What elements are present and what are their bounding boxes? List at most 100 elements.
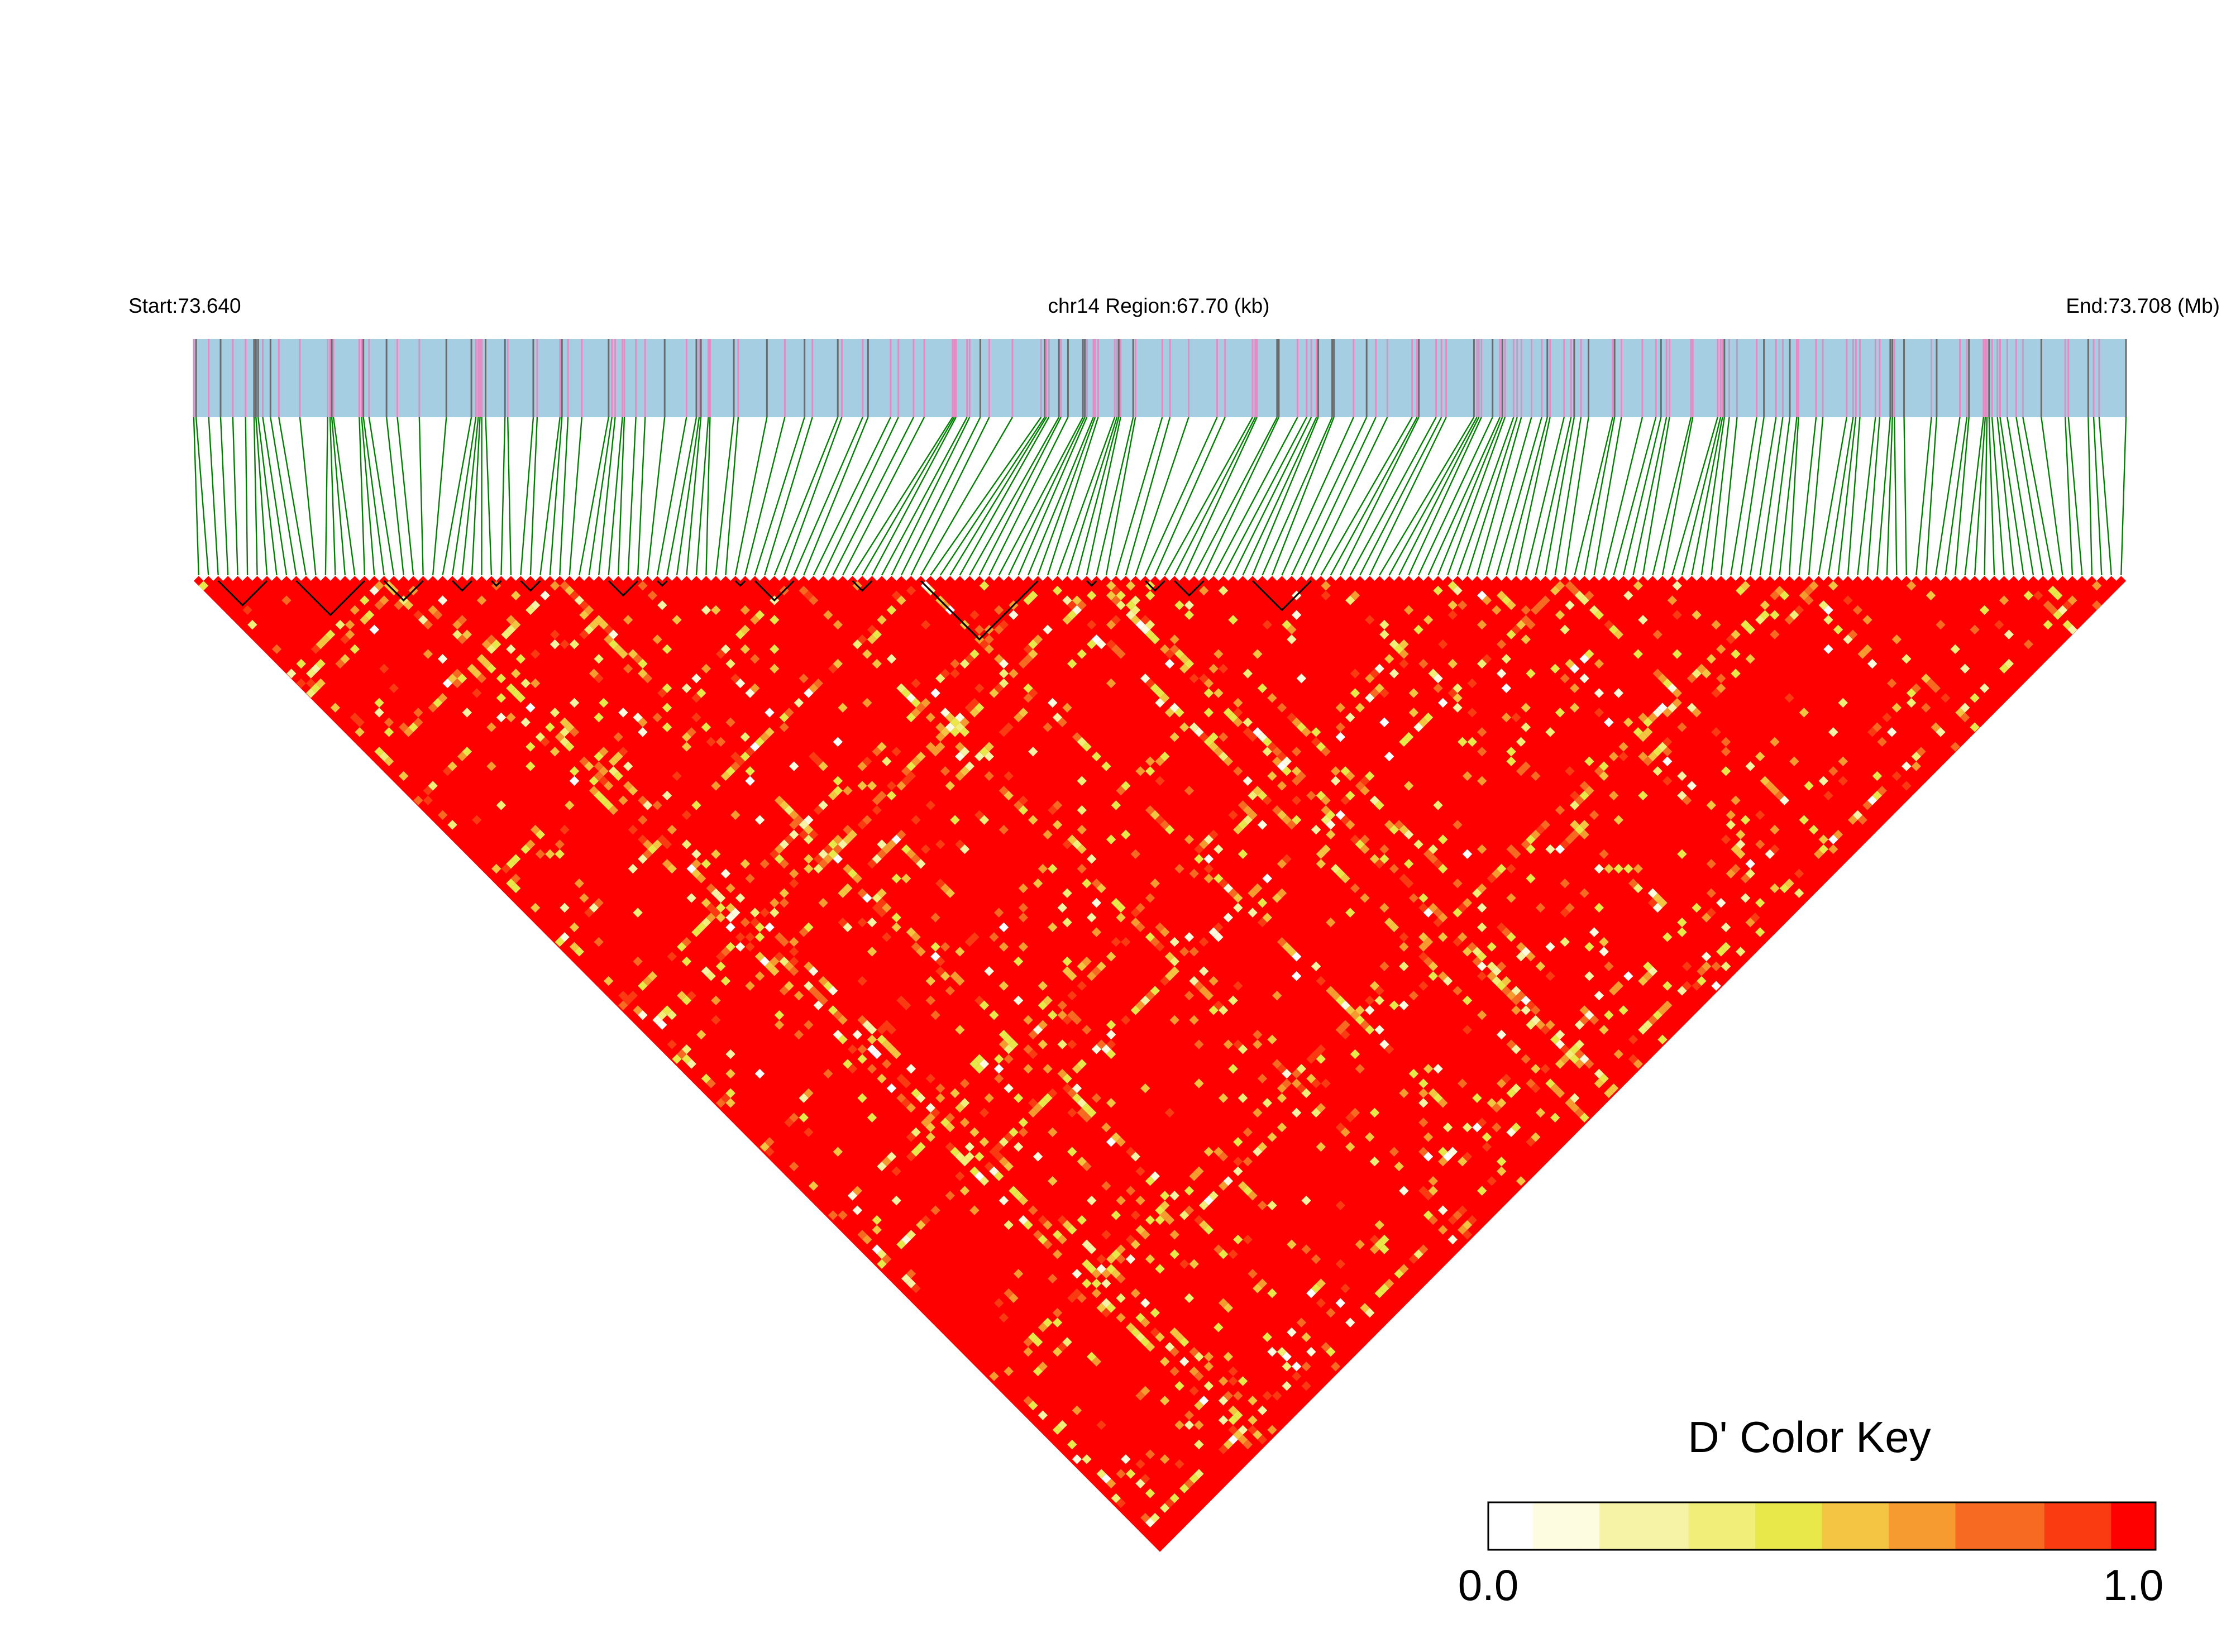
snp-connector-line <box>1702 417 1724 575</box>
snp-connector-line <box>246 417 247 575</box>
color-key-swatch <box>1889 1502 1912 1550</box>
snp-connector-line <box>233 417 238 575</box>
legend-title: D' Color Key <box>1688 1412 1931 1462</box>
color-key-swatch <box>2133 1502 2156 1550</box>
color-key-swatch <box>2067 1502 2090 1550</box>
snp-connector-line <box>843 417 924 575</box>
color-key-swatch <box>1733 1502 1756 1550</box>
snp-connector-line <box>1165 417 1253 575</box>
snp-connector-line <box>1311 417 1387 575</box>
snp-connector-line <box>1799 417 1816 575</box>
snp-connector-line <box>716 417 734 575</box>
snp-connector-line <box>1497 417 1542 575</box>
snp-connector-line <box>1282 417 1353 575</box>
snp-position-track <box>194 339 2126 417</box>
snp-connector-line <box>589 417 612 575</box>
snp-connector-line <box>1301 417 1375 575</box>
snp-connector-line <box>1116 417 1162 575</box>
snp-connector-line <box>1243 417 1317 575</box>
snp-connector-line <box>1575 417 1613 575</box>
color-key-swatch <box>1533 1502 1556 1550</box>
snp-connector-line <box>540 417 560 575</box>
snp-connector-line <box>1126 417 1170 575</box>
snp-connector-line <box>1106 417 1135 575</box>
color-key-swatch <box>1644 1502 1667 1550</box>
snp-connector-line <box>609 417 623 575</box>
ld-heatmap-cells <box>194 576 2126 1551</box>
color-key-swatch <box>1689 1502 1712 1550</box>
region-label: chr14 Region:67.70 (kb) <box>1048 294 1270 317</box>
snp-connector-line <box>1975 417 1985 575</box>
snp-connector-line <box>1340 417 1418 575</box>
snp-connector-line <box>398 417 414 575</box>
snp-connector-line <box>872 417 956 575</box>
snp-connector-line <box>1184 417 1257 575</box>
snp-connector-line <box>833 417 914 575</box>
snp-connector-line <box>999 417 1083 575</box>
color-key-swatch <box>1622 1502 1645 1550</box>
color-key-swatch <box>1488 1502 1511 1550</box>
snp-connector-line <box>882 417 967 575</box>
snp-connector-line <box>254 417 257 575</box>
end-label: End:73.708 (Mb) <box>2066 294 2220 317</box>
color-key-swatch <box>1577 1502 1600 1550</box>
snp-connector-line <box>2023 417 2053 575</box>
snp-connector-line <box>960 417 1049 575</box>
color-key-swatch <box>2044 1502 2067 1550</box>
snp-connector-line <box>560 417 568 575</box>
snp-connector-line <box>2068 417 2082 575</box>
snp-connector-line <box>599 417 615 575</box>
snp-connector-line <box>1321 417 1412 575</box>
snp-connector-line <box>765 417 812 575</box>
snp-connector-line <box>1857 417 1875 575</box>
color-key-swatch <box>1866 1502 1889 1550</box>
snp-connector-line <box>508 417 511 575</box>
snp-connector-line <box>1545 417 1574 575</box>
snp-connector-line <box>570 417 582 575</box>
snp-connector-line <box>628 417 636 575</box>
snp-connector-lines <box>194 417 2126 575</box>
color-key-swatch <box>1933 1502 1956 1550</box>
snp-connector-line <box>1594 417 1622 575</box>
snp-connector-line <box>1711 417 1729 575</box>
start-label: Start:73.640 <box>128 294 241 317</box>
snp-connector-line <box>1916 417 1931 575</box>
color-key-swatch <box>2111 1502 2134 1550</box>
snp-connector-line <box>1096 417 1133 575</box>
snp-connector-line <box>486 417 491 575</box>
snp-connector-line <box>579 417 609 575</box>
color-key-bar <box>1488 1502 2156 1550</box>
snp-connector-line <box>638 417 645 575</box>
snp-connector-line <box>443 417 471 575</box>
color-key-swatch <box>1555 1502 1578 1550</box>
track-background <box>194 339 2126 417</box>
snp-connector-line <box>1448 417 1505 575</box>
snp-connector-line <box>2065 417 2072 575</box>
snp-connector-line <box>2041 417 2062 575</box>
color-key-swatch <box>1800 1502 1823 1550</box>
snp-connector-line <box>2088 417 2091 575</box>
snp-connector-line <box>433 417 446 575</box>
snp-connector-line <box>1965 417 1984 575</box>
color-key-swatch <box>1822 1502 1845 1550</box>
snp-connector-line <box>823 417 899 575</box>
color-key-swatch <box>1711 1502 1733 1550</box>
color-key-swatch <box>1844 1502 1867 1550</box>
snp-connector-line <box>221 417 228 575</box>
snp-connector-line <box>618 417 624 575</box>
color-key-swatch <box>2089 1502 2112 1550</box>
legend-max-label: 1.0 <box>2103 1560 2163 1610</box>
color-key-swatch <box>1511 1502 1533 1550</box>
snp-connector-line <box>209 417 218 575</box>
snp-connector-line <box>326 417 328 575</box>
snp-connector-line <box>1672 417 1717 575</box>
ld-triangle-base <box>194 581 2126 1552</box>
snp-connector-line <box>332 417 345 575</box>
snp-connector-line <box>1809 417 1823 575</box>
snp-connector-line <box>2121 417 2126 575</box>
snp-connector-line <box>930 417 1041 575</box>
color-key-swatch <box>2000 1502 2023 1550</box>
snp-connector-line <box>1867 417 1880 575</box>
snp-connector-line <box>550 417 562 575</box>
